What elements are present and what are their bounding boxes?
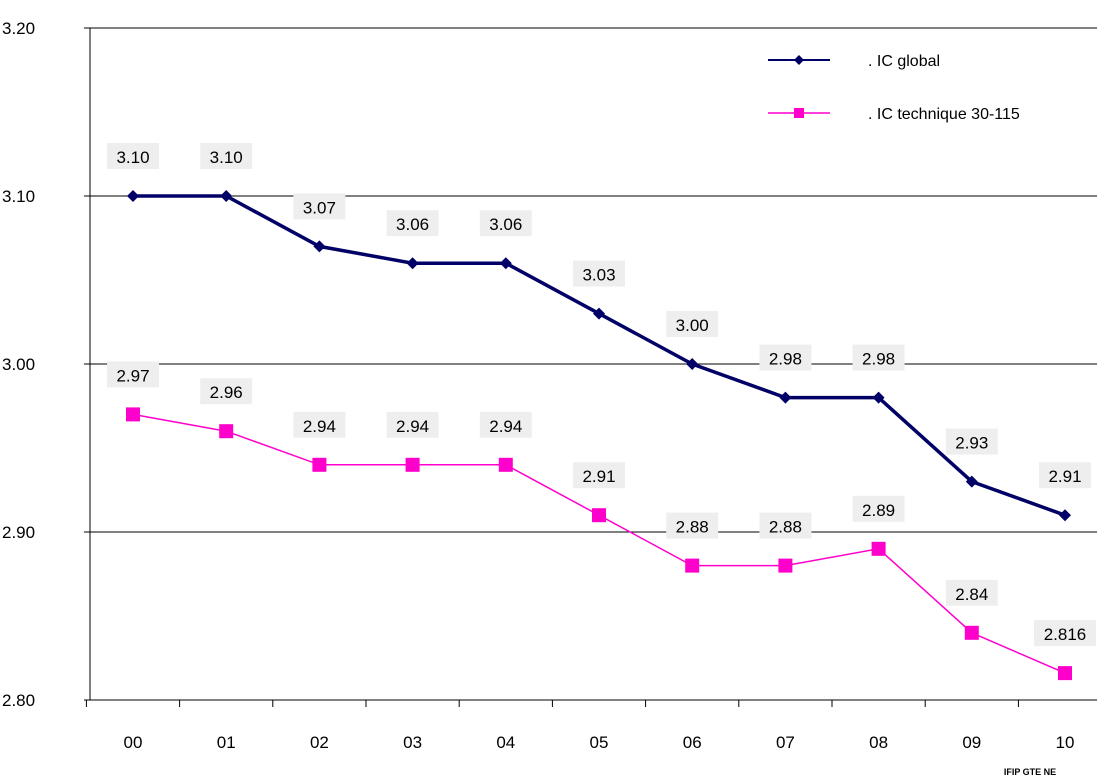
data-label: 2.89 [862,501,895,520]
x-tick-label: 06 [683,733,702,752]
data-label-box [200,143,253,169]
data-point [778,558,793,573]
data-label-box [386,411,439,438]
y-tick-label: 2.90 [2,523,35,542]
data-label-box [200,378,253,405]
source-note: IFIP GTE NE [1004,767,1056,777]
gridlines [90,27,1097,533]
data-label: 2.816 [1044,625,1087,644]
data-point [313,240,326,253]
y-tick-label: 3.00 [2,355,35,374]
data-label: 2.98 [862,350,895,369]
legend-label: . IC global [868,53,940,70]
legend: . IC global . IC technique 30-115 [768,53,1020,123]
x-tick-label: 04 [496,733,515,752]
x-tick-label: 02 [310,733,329,752]
x-tick-label: 01 [217,733,236,752]
data-label: 3.10 [116,148,149,167]
data-label: 3.00 [676,316,709,335]
data-point [686,358,699,370]
y-tick-label: 3.10 [2,187,35,206]
data-label: 2.84 [955,585,988,604]
data-label-box [945,579,998,606]
data-point [499,257,512,270]
y-tick-label: 2.80 [2,691,35,710]
data-label: 2.88 [676,518,709,537]
data-label-box [1039,462,1091,489]
data-label: 3.03 [582,266,615,285]
data-label: 2.98 [769,350,802,369]
x-tick-label: 10 [1056,733,1075,752]
data-label-box [573,462,625,489]
data-label: 3.06 [396,215,429,234]
data-label: 2.91 [582,467,615,486]
x-tick-label: 05 [590,733,609,752]
data-point [498,457,513,472]
series-line [132,413,1066,674]
data-label-box [1034,620,1096,647]
legend-marker [794,108,804,118]
data-point [593,307,605,320]
data-label-box [666,311,719,337]
x-tick-label: 08 [869,733,888,752]
data-point [126,407,140,422]
data-labels: 3.10 3.10 3.07 3.06 3.06 3.03 3.00 2.98 2.98 2.93… [107,143,1096,647]
legend-label: . IC technique 30-115 [868,106,1020,123]
data-label-box [293,193,346,220]
x-tick-label: 03 [403,733,422,752]
data-point [406,257,419,270]
data-point [1058,666,1072,681]
data-label: 2.88 [769,518,802,537]
data-point [871,541,886,556]
data-label-box [386,210,439,237]
data-label-box [107,361,159,388]
data-label-box [479,210,532,237]
data-label: 2.94 [303,417,336,436]
data-label: 3.10 [210,148,243,167]
data-label-box [573,260,625,287]
data-label-box [945,428,998,455]
x-tick-label: 07 [776,733,795,752]
data-label-box [107,143,159,169]
data-point [965,475,978,488]
data-point [592,508,606,523]
data-label-box [759,512,812,539]
data-label: 2.94 [489,417,522,436]
data-label: 3.07 [303,198,336,217]
data-point [964,625,979,640]
data-label-box [852,344,905,371]
legend-marker [794,55,804,65]
data-label-box [666,512,719,539]
data-point [219,424,234,439]
data-label: 2.94 [396,417,429,436]
axes: 2.80 2.90 3.00 3.10 3.20 00 01 02 03 04 05 06 07 08 09… [2,19,1097,752]
data-label-box [479,411,532,438]
data-label-box [293,411,346,438]
data-label: 2.96 [210,383,243,402]
x-tick-label: 00 [124,733,143,752]
data-point [220,190,233,202]
y-tick-label: 3.20 [2,19,35,38]
data-point [1059,509,1071,522]
data-point [127,190,139,202]
data-point [872,391,885,404]
data-label-box [759,344,812,371]
data-point [312,457,327,472]
x-tick-label: 09 [962,733,981,752]
data-label: 3.06 [489,215,522,234]
data-label: 2.93 [955,434,988,453]
data-point [779,391,792,404]
data-label: 2.91 [1048,467,1081,486]
data-point [685,558,700,573]
series-layer [126,190,1072,681]
data-point [405,457,420,472]
data-label: 2.97 [116,366,149,385]
data-label-box [852,495,905,522]
